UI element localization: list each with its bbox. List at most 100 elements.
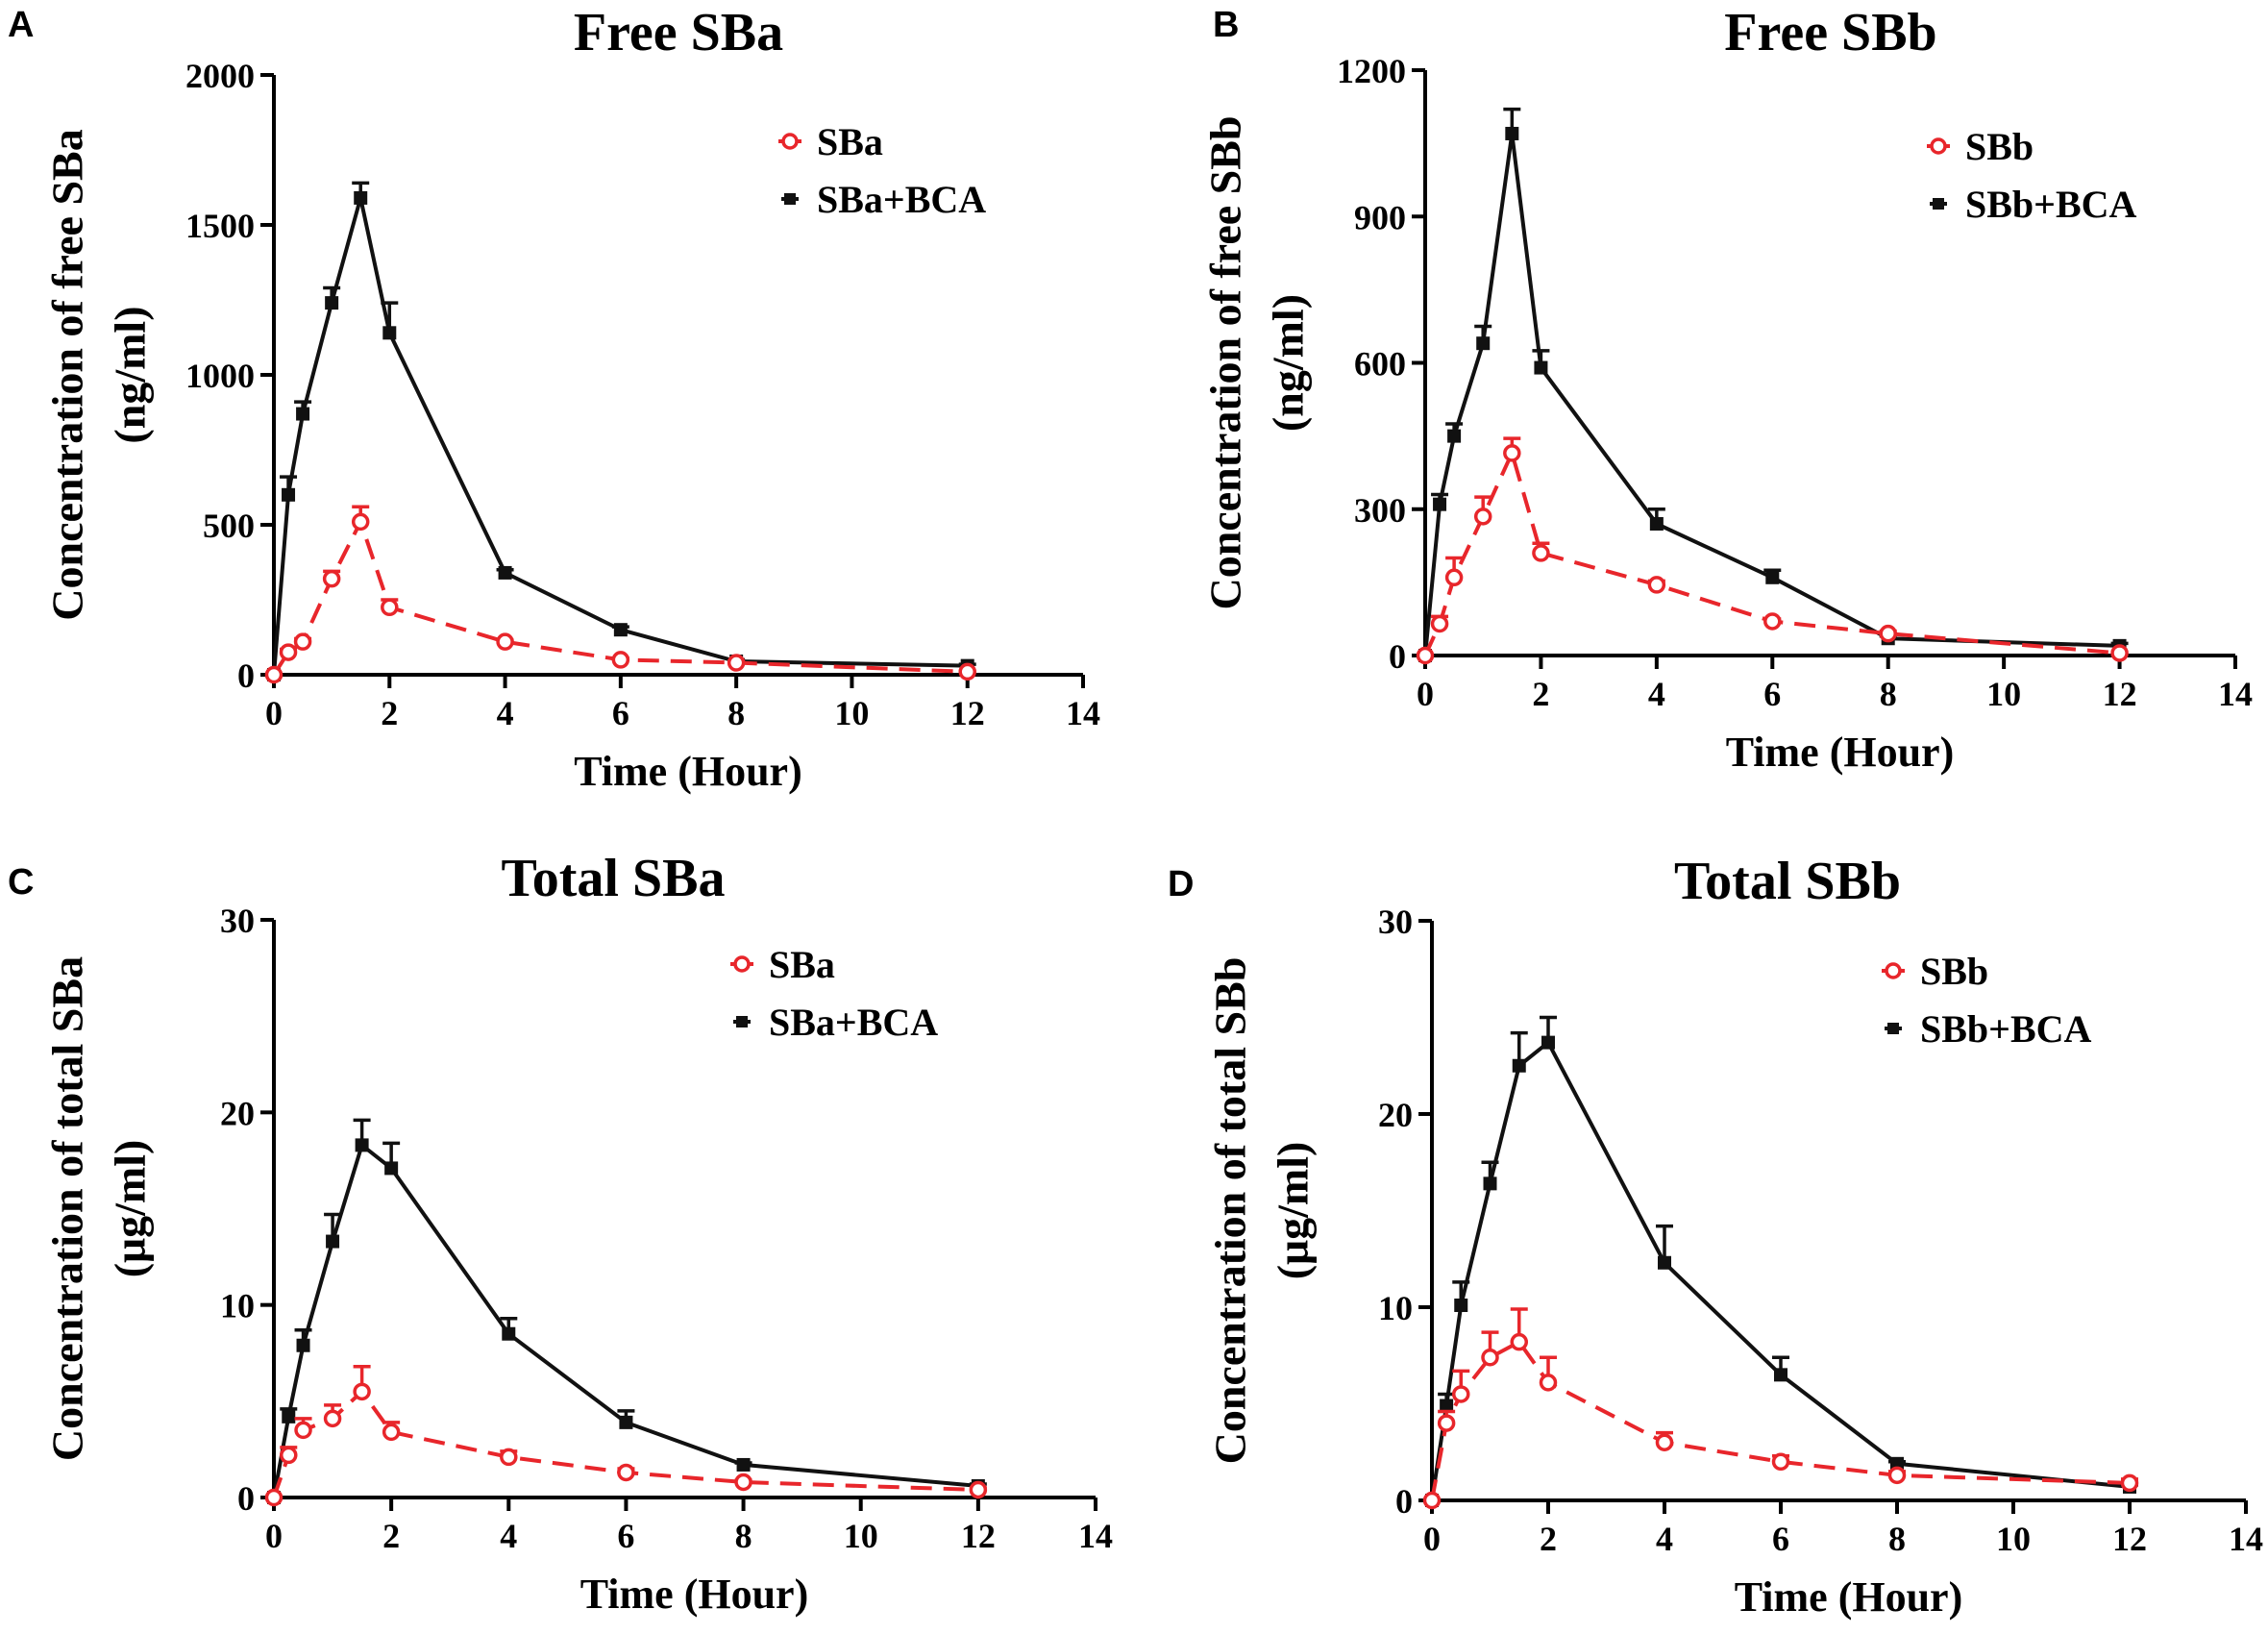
x-tick-label: 2 [1532,675,1549,713]
data-point [500,1448,518,1467]
data-point [264,1488,284,1507]
y-tick-label: 900 [1354,198,1406,236]
data-point [282,1409,296,1424]
x-axis-label: Time (Hour) [574,748,802,795]
data-point [1481,1349,1499,1367]
x-tick-label: 12 [2103,675,2137,713]
data-point [384,1161,399,1176]
y-tick-label: 1200 [1337,52,1406,90]
data-point [1765,570,1780,584]
data-point [1655,1433,1674,1451]
data-point [1503,444,1521,462]
y-tick-label: 0 [1395,1482,1413,1521]
legend-label: SBb+BCA [1965,183,2137,226]
data-point [293,632,312,651]
series-line [1423,133,2120,656]
data-point [282,487,296,502]
legend-label: SBa+BCA [817,178,986,221]
data-point [1647,576,1666,594]
legend: SBa SBa+BCA [778,120,986,221]
series-sbb [1422,1307,2139,1510]
legend-marker [1933,198,1944,210]
x-tick-label: 4 [497,694,514,732]
legend-label: SBa+BCA [769,1001,938,1044]
x-tick-label: 8 [1880,675,1897,713]
x-tick-label: 6 [612,694,629,732]
legend-marker [1885,962,1902,979]
y-tick-label: 300 [1354,491,1406,530]
legend-marker [733,955,751,973]
y-axis-unit: (ng/ml) [1264,294,1313,432]
series-sba-plus-bca [267,1118,987,1504]
data-point [498,565,512,580]
data-point [1422,1491,1442,1510]
data-point [613,623,628,637]
x-axis-label: Time (Hour) [580,1571,809,1618]
legend-marker [784,193,796,205]
x-tick-label: 6 [1772,1520,1789,1558]
chart-panel-a: A Free SBa 0 500 1000 1500 2000 0 2 4 6 8 10 12 14 Time… [8,3,1100,795]
x-tick-label: 8 [727,694,745,732]
data-point [496,632,514,651]
data-point [351,512,370,532]
data-point [264,665,284,684]
data-point [382,1423,401,1442]
series-line [272,1388,978,1498]
chart-panel-d: D Total SBb 0 10 20 30 0 2 4 6 8 10 12 14 Time (Hour) C… [1168,852,2263,1621]
y-tick-label: 2000 [185,57,255,95]
series-line [272,516,968,677]
legend-label: SBb [1965,125,2034,168]
x-axis-label: Time (Hour) [1726,729,1955,776]
chart-panel-b: B Free SBb 0 300 600 900 1200 0 2 4 6 8 10 12 14 Time (… [1201,3,2253,776]
data-point [1505,126,1519,140]
data-point [1437,1414,1456,1432]
data-point [1510,1332,1528,1351]
data-point [617,1463,635,1482]
x-tick-label: 6 [617,1517,634,1555]
legend-marker [1887,1023,1899,1034]
data-point [296,1338,310,1352]
y-tick-label: 30 [220,902,255,940]
data-point [1774,1368,1787,1382]
data-point [1430,614,1449,633]
data-point [1649,516,1664,531]
series-line [272,197,968,676]
data-point [734,1473,752,1492]
data-point [325,296,339,310]
x-tick-label: 10 [1986,675,2021,713]
y-axis-label: Concentration of total SBa [43,956,92,1461]
data-point [2120,1473,2139,1493]
y-tick-label: 10 [1378,1289,1413,1327]
x-tick-label: 10 [844,1517,878,1555]
y-tick-label: 20 [1378,1096,1413,1134]
chart-title: Total SBb [1674,852,1901,911]
data-point [1532,544,1550,562]
chart-title: Total SBa [502,849,726,908]
legend-label: SBa [817,120,883,163]
legend: SBb SBb+BCA [1927,125,2137,226]
data-point [736,1457,751,1472]
x-tick-label: 14 [2218,675,2253,713]
data-point [1473,508,1492,526]
data-point [353,1382,371,1401]
series-line [1430,1039,2131,1501]
panel-letter: B [1213,5,1239,45]
data-point [727,654,746,672]
x-tick-label: 14 [1066,694,1100,732]
data-point [969,1480,988,1499]
x-tick-label: 8 [735,1517,752,1555]
data-point [326,1234,340,1249]
x-tick-label: 4 [1648,675,1665,713]
x-tick-label: 6 [1763,675,1781,713]
data-point [1541,1035,1555,1050]
legend-label: SBa [769,943,835,986]
data-point [1483,1176,1497,1191]
y-tick-label: 0 [237,1479,255,1518]
data-point [1433,497,1447,511]
series-line [272,1142,979,1498]
y-tick-label: 20 [220,1094,255,1132]
x-tick-label: 8 [1888,1520,1906,1558]
x-tick-label: 0 [1423,1520,1441,1558]
x-tick-label: 0 [265,1517,283,1555]
data-point [382,326,397,340]
